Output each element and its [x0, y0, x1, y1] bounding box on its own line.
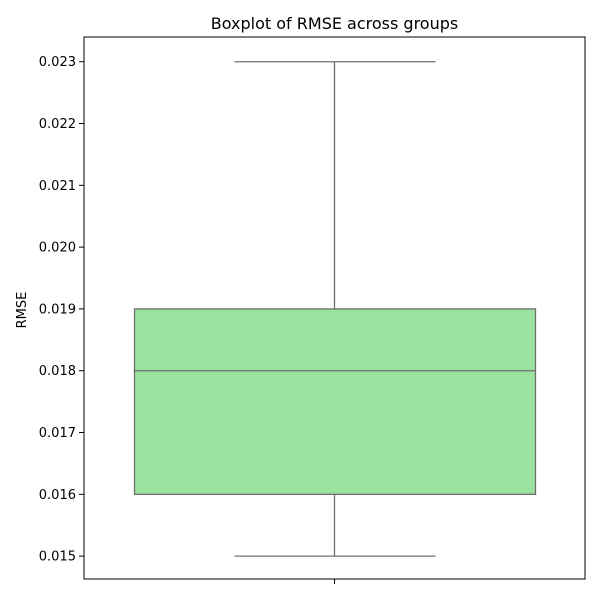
y-tick-label-7: 0.022 — [39, 117, 76, 132]
y-tick-label-2: 0.017 — [39, 426, 76, 441]
y-tick-label-3: 0.018 — [39, 364, 76, 379]
y-tick-label-1: 0.016 — [39, 488, 76, 503]
y-axis-label: RMSE — [15, 292, 30, 329]
y-tick-label-5: 0.020 — [39, 241, 76, 256]
y-tick-label-0: 0.015 — [39, 550, 76, 565]
y-tick-label-4: 0.019 — [39, 302, 76, 317]
plot-frame — [83, 36, 586, 580]
y-tick-label-8: 0.023 — [39, 55, 76, 70]
plot-area: 0.015 0.016 0.017 0.018 0.019 0.020 0.021 0.022… — [39, 36, 586, 584]
iqr-box — [133, 308, 537, 495]
y-tick-label-6: 0.021 — [39, 179, 76, 194]
chart-title: Boxplot of RMSE across groups — [211, 14, 458, 33]
